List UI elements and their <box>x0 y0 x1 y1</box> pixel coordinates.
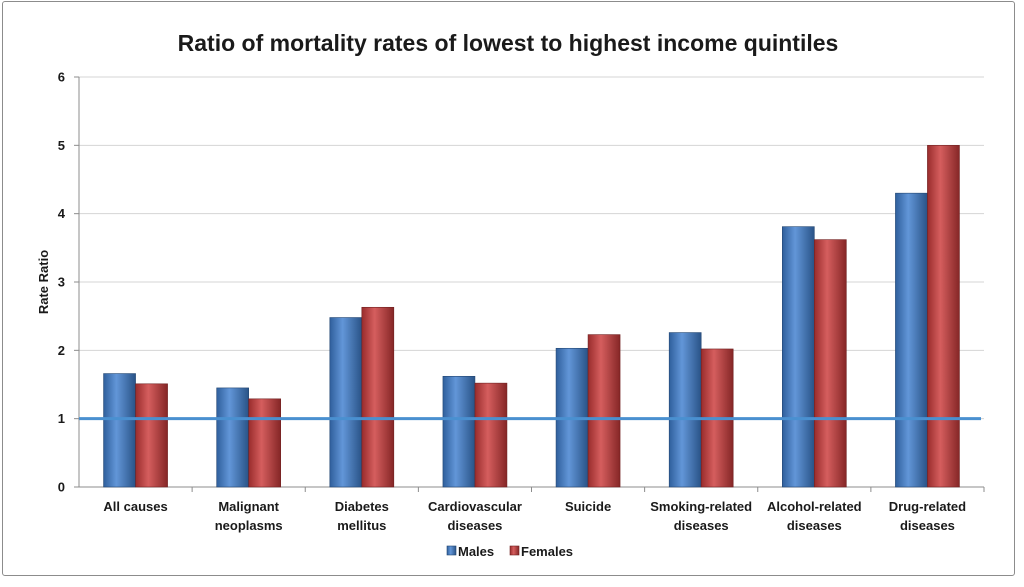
legend-swatch-females <box>509 545 520 556</box>
bar-females-0 <box>135 383 168 488</box>
x-category-label: Diabetes mellitus <box>335 499 389 533</box>
y-tick-label: 3 <box>58 275 65 290</box>
x-category-label: Malignant neoplasms <box>215 499 283 533</box>
bar-males-7 <box>895 192 928 488</box>
axes <box>78 77 985 492</box>
legend: Males Females <box>446 544 573 559</box>
bar-females-6 <box>814 239 847 488</box>
bar-males-6 <box>782 226 815 488</box>
bar-males-5 <box>668 332 702 488</box>
legend-label-females: Females <box>521 544 573 559</box>
x-category-label: Suicide <box>565 499 611 514</box>
bar-males-2 <box>329 317 363 488</box>
y-tick-label: 4 <box>58 206 66 221</box>
x-category-label: All causes <box>103 499 167 514</box>
bar-males-3 <box>442 375 476 488</box>
y-tick-label: 0 <box>58 480 65 495</box>
y-tick-labels: 0 1 2 3 4 5 6 <box>58 70 66 495</box>
legend-label-males: Males <box>458 544 494 559</box>
bars <box>103 145 960 488</box>
bar-females-1 <box>248 398 281 488</box>
bar-females-4 <box>587 334 621 488</box>
x-category-label: Alcohol-related diseases <box>767 499 862 533</box>
x-category-label: Smoking-related diseases <box>650 499 752 533</box>
bar-females-2 <box>361 306 395 488</box>
y-axis-title: Rate Ratio <box>36 250 51 314</box>
chart-title: Ratio of mortality rates of lowest to hi… <box>178 30 839 56</box>
bar-males-1 <box>216 387 249 488</box>
bar-females-7 <box>927 145 960 488</box>
x-category-labels: All causes Malignant neoplasms Diabetes mell… <box>103 499 966 533</box>
bar-females-3 <box>474 382 508 488</box>
x-category-label: Drug-related diseases <box>889 499 966 533</box>
y-tick-label: 5 <box>58 138 65 153</box>
y-tick-label: 2 <box>58 343 65 358</box>
y-tick-label: 1 <box>58 411 65 426</box>
x-category-label: Cardiovascular diseases <box>428 499 522 533</box>
gridlines <box>74 76 984 488</box>
bar-males-0 <box>103 373 136 488</box>
legend-swatch-males <box>446 545 457 556</box>
y-tick-label: 6 <box>58 70 65 85</box>
